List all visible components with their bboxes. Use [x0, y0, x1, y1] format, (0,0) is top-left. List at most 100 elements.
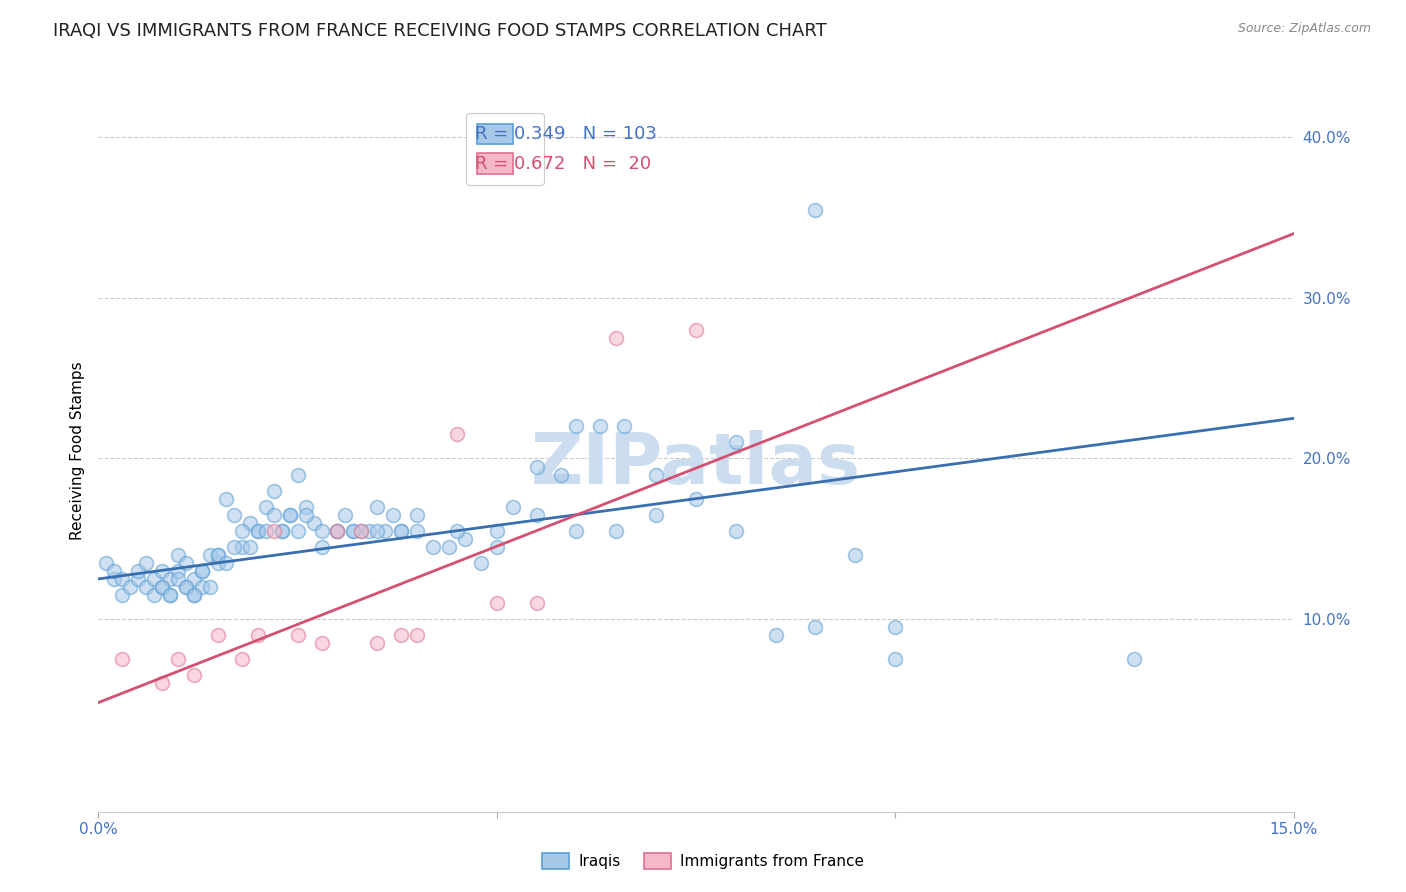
Point — [437, 540, 460, 554]
Point — [231, 524, 253, 538]
Text: IRAQI VS IMMIGRANTS FROM FRANCE RECEIVING FOOD STAMPS CORRELATION CHART: IRAQI VS IMMIGRANTS FROM FRANCE RECEIVIN… — [53, 22, 827, 40]
Point — [191, 564, 214, 578]
Point — [207, 628, 229, 642]
Point — [326, 524, 349, 538]
Point — [406, 508, 429, 522]
Point — [263, 483, 285, 498]
Point — [350, 524, 373, 538]
Point — [174, 580, 197, 594]
Point — [565, 419, 588, 434]
Point — [103, 572, 125, 586]
Point — [366, 500, 388, 514]
Point — [222, 540, 245, 554]
Point — [270, 524, 292, 538]
Point — [311, 524, 333, 538]
Point — [311, 636, 333, 650]
Point — [159, 572, 181, 586]
Point — [231, 652, 253, 666]
Point — [254, 524, 277, 538]
Point — [844, 548, 866, 562]
Point — [183, 588, 205, 602]
Point — [526, 459, 548, 474]
Y-axis label: Receiving Food Stamps: Receiving Food Stamps — [69, 361, 84, 540]
Point — [127, 564, 149, 578]
Point — [174, 556, 197, 570]
Point — [278, 508, 301, 522]
Point — [287, 628, 309, 642]
Point — [685, 491, 707, 506]
Point — [366, 524, 388, 538]
Point — [231, 540, 253, 554]
Text: R = 0.349   N = 103: R = 0.349 N = 103 — [475, 125, 657, 143]
Point — [222, 508, 245, 522]
Point — [191, 580, 214, 594]
Point — [246, 628, 269, 642]
Point — [389, 524, 412, 538]
Point — [502, 500, 524, 514]
Point — [526, 508, 548, 522]
Point — [724, 524, 747, 538]
Point — [645, 467, 668, 482]
Point — [645, 508, 668, 522]
Point — [526, 596, 548, 610]
Text: ZIPatlas: ZIPatlas — [531, 431, 860, 500]
Point — [350, 524, 373, 538]
Point — [470, 556, 492, 570]
Point — [335, 508, 357, 522]
Point — [565, 524, 588, 538]
Point — [359, 524, 381, 538]
Point — [246, 524, 269, 538]
Point — [150, 676, 173, 690]
Point — [174, 580, 197, 594]
Point — [167, 564, 190, 578]
Point — [150, 564, 173, 578]
Point — [215, 491, 238, 506]
Point — [263, 524, 285, 538]
Legend: Iraqis, Immigrants from France: Iraqis, Immigrants from France — [536, 847, 870, 875]
Point — [311, 540, 333, 554]
Point — [804, 202, 827, 217]
Point — [287, 467, 309, 482]
Point — [239, 516, 262, 530]
Point — [605, 331, 627, 345]
Point — [366, 636, 388, 650]
Point — [724, 435, 747, 450]
Point — [422, 540, 444, 554]
Point — [103, 564, 125, 578]
Point — [382, 508, 405, 522]
Point — [294, 500, 316, 514]
Point — [135, 580, 157, 594]
Point — [207, 548, 229, 562]
Point — [406, 628, 429, 642]
Point — [183, 572, 205, 586]
Point — [884, 652, 907, 666]
Point — [150, 580, 173, 594]
Point — [198, 548, 221, 562]
Point — [246, 524, 269, 538]
Point — [485, 540, 508, 554]
Point — [167, 548, 190, 562]
Point — [485, 524, 508, 538]
Point — [111, 572, 134, 586]
Point — [183, 668, 205, 682]
Point — [263, 508, 285, 522]
Point — [342, 524, 364, 538]
Legend:  ,  : , — [465, 112, 544, 185]
Point — [446, 524, 468, 538]
Point — [485, 596, 508, 610]
Point — [287, 524, 309, 538]
Point — [111, 588, 134, 602]
Point — [111, 652, 134, 666]
Point — [270, 524, 292, 538]
Point — [191, 564, 214, 578]
Point — [127, 572, 149, 586]
Point — [302, 516, 325, 530]
Point — [239, 540, 262, 554]
Point — [326, 524, 349, 538]
Point — [159, 588, 181, 602]
Point — [143, 588, 166, 602]
Point — [342, 524, 364, 538]
Point — [198, 580, 221, 594]
Point — [159, 588, 181, 602]
Point — [207, 548, 229, 562]
